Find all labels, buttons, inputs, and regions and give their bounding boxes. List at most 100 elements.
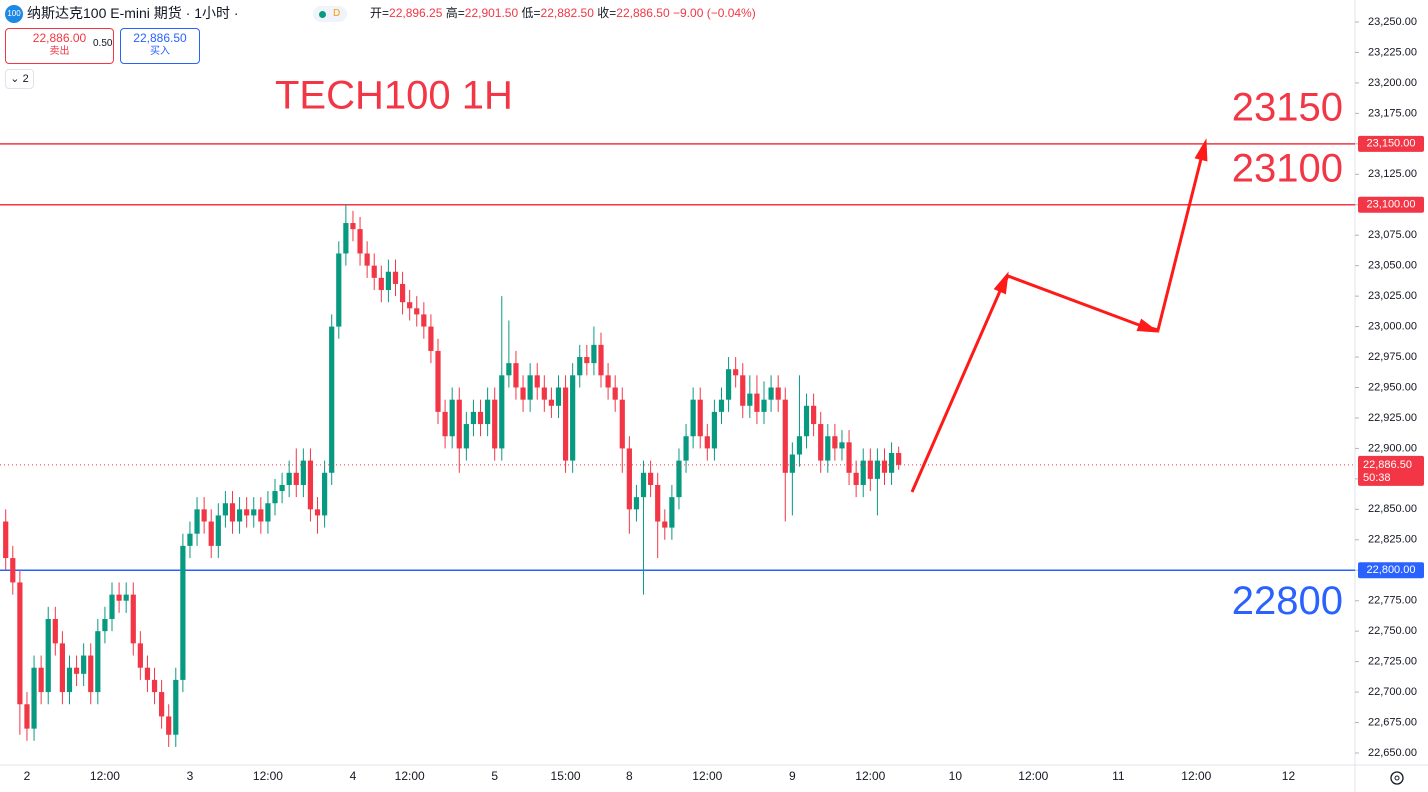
candle-body [534, 375, 540, 388]
candle-body [562, 387, 569, 461]
symbol-title[interactable]: 纳斯达克100 E-mini 期货 · 1小时 · [27, 5, 239, 21]
candle-body [244, 509, 250, 516]
candle-body [485, 399, 491, 425]
value: 22,896.25 [389, 6, 443, 20]
candle-body [173, 679, 179, 735]
y-tick-label: 22,900.00 [1368, 442, 1417, 454]
status-label: D [333, 7, 341, 19]
candle-body [45, 618, 51, 693]
candle-body [201, 509, 207, 522]
value: 22,901.50 [464, 6, 519, 20]
candle-body [336, 253, 342, 327]
candle-body [59, 643, 65, 693]
candle-body [633, 497, 640, 510]
candle-body [683, 436, 689, 461]
sell-button[interactable]: 22,886.00 卖出 [5, 28, 114, 64]
x-tick-label: 12 [1282, 769, 1296, 783]
candle-body [718, 399, 725, 412]
change: −9.00 (−0.04%) [673, 6, 756, 20]
candle-body [38, 667, 44, 693]
candle-body [846, 442, 852, 473]
candle-body [867, 460, 873, 479]
candle-body [669, 497, 675, 528]
candle-body [144, 667, 151, 680]
y-tick-label: 22,750.00 [1368, 625, 1417, 637]
candle-body [853, 472, 859, 485]
ohlc-legend: 开=22,896.25 高=22,901.50 低=22,882.50 收=22… [370, 4, 756, 22]
candle-body [385, 271, 391, 291]
candle-body [676, 460, 682, 498]
candle-body [725, 369, 732, 400]
candle-body [548, 399, 554, 406]
level-price-box [1358, 135, 1424, 152]
candle-body [251, 509, 257, 516]
candle-body [258, 509, 264, 522]
candle-body [95, 631, 101, 693]
candle-body [137, 643, 143, 668]
settings-icon[interactable] [1390, 771, 1404, 785]
candle-body [151, 679, 158, 693]
candle-body [896, 452, 902, 465]
x-tick-label: 15:00 [551, 769, 581, 783]
y-tick-label: 22,650.00 [1368, 747, 1417, 759]
x-tick-label: 12:00 [1018, 769, 1048, 783]
chart-annotation: TECH100 1H [275, 74, 513, 118]
candle-body [73, 667, 80, 674]
label: 高= [445, 6, 465, 20]
y-tick-label: 22,850.00 [1368, 503, 1417, 515]
candle-body [187, 533, 193, 546]
buy-label: 买入 [150, 46, 170, 57]
candle-body [3, 521, 9, 559]
candle-body [888, 452, 895, 473]
candle-body [690, 399, 696, 437]
candle-body [839, 442, 845, 449]
badge: 100 [5, 5, 23, 23]
x-tick-label: 8 [626, 769, 633, 783]
x-tick-label: 5 [491, 769, 498, 783]
candle-body [109, 594, 115, 619]
y-tick-label: 23,250.00 [1368, 16, 1417, 28]
candle-body [874, 460, 881, 479]
candle-body [584, 357, 590, 364]
label: 收= [597, 6, 617, 20]
indicators-toggle[interactable]: ⌄ 2 [5, 69, 34, 89]
arrow-path [910, 158, 1203, 493]
y-tick-label: 23,075.00 [1368, 229, 1417, 241]
candle-body [818, 424, 824, 461]
candle-body [31, 667, 37, 729]
candle-body [166, 716, 172, 735]
forecast-arrows [910, 138, 1208, 493]
y-tick-label: 23,175.00 [1368, 107, 1417, 119]
x-tick-label: 12:00 [855, 769, 885, 783]
candle-body [421, 314, 427, 327]
candle-body [782, 399, 788, 473]
level-price-box [1358, 196, 1424, 213]
value: 22,882.50 [540, 6, 594, 20]
candle-body [229, 503, 236, 522]
candle-body [293, 472, 299, 485]
arrow-head [993, 271, 1009, 295]
buy-button[interactable]: 22,886.50 买入 [120, 28, 200, 64]
candle-body [803, 405, 810, 437]
x-tick-label: 12:00 [395, 769, 425, 783]
value: 22,886.50 [616, 6, 670, 20]
candle-body [513, 363, 519, 388]
level-annotation: 22800 [1232, 579, 1343, 623]
candle-body [322, 472, 328, 516]
y-tick-label: 23,225.00 [1368, 46, 1417, 58]
y-tick-label: 22,775.00 [1368, 595, 1417, 607]
candle-body [541, 387, 547, 400]
candle-body [392, 271, 399, 284]
label: 低= [521, 6, 541, 20]
last-price-label: 22,886.50 [1363, 459, 1412, 471]
y-tick-label: 23,125.00 [1368, 168, 1417, 180]
x-tick-label: 12:00 [253, 769, 283, 783]
arrow-head [1194, 138, 1208, 162]
candle-body [66, 667, 73, 693]
candle-body [761, 399, 767, 412]
candle-body [499, 375, 505, 449]
last-price-box [1358, 455, 1424, 486]
candle-body [357, 229, 363, 254]
